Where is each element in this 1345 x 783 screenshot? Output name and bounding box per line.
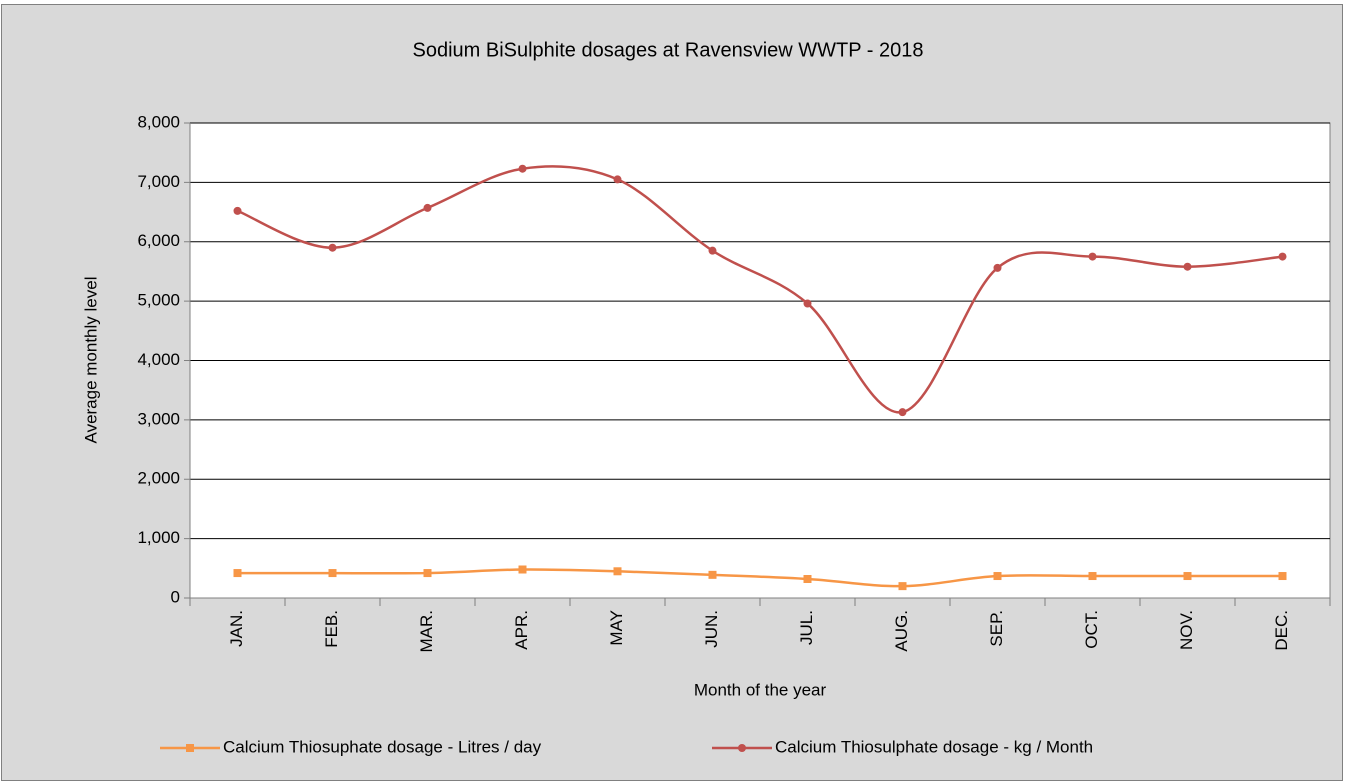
x-axis-title: Month of the year [694, 680, 827, 699]
x-tick-label: OCT. [1082, 610, 1101, 649]
legend-marker [186, 744, 194, 752]
point-marker [1183, 262, 1192, 271]
legend-marker [738, 744, 746, 752]
point-marker [803, 299, 812, 308]
point-marker [613, 567, 622, 576]
point-marker [233, 569, 242, 578]
point-marker [1088, 572, 1097, 581]
x-tick-label: SEP. [987, 610, 1006, 647]
x-tick-label: AUG. [892, 610, 911, 652]
point-marker [328, 569, 337, 578]
y-tick-label: 5,000 [137, 291, 180, 310]
point-marker [708, 570, 717, 579]
point-marker [328, 243, 337, 252]
point-marker [1278, 572, 1287, 581]
legend-label: Calcium Thiosulphate dosage - kg / Month [775, 737, 1093, 756]
y-tick-label: 0 [171, 587, 180, 606]
point-marker [1278, 252, 1287, 261]
point-marker [518, 164, 527, 173]
x-tick-label: MAY [607, 610, 626, 646]
series-line [237, 568, 1283, 588]
point-marker [423, 203, 432, 212]
point-marker [233, 206, 242, 215]
x-tick-label: JUN. [702, 610, 721, 648]
x-tick-label: MAR. [417, 610, 436, 653]
point-marker [613, 175, 622, 184]
point-marker [1088, 252, 1097, 261]
y-tick-label: 3,000 [137, 409, 180, 428]
point-marker [423, 569, 432, 578]
point-marker [708, 246, 717, 255]
x-tick-label: NOV. [1177, 610, 1196, 650]
y-tick-label: 2,000 [137, 469, 180, 488]
x-tick-label: DEC. [1272, 610, 1291, 651]
point-marker [993, 572, 1002, 581]
point-marker [898, 582, 907, 591]
x-tick-label: JUL. [797, 610, 816, 645]
point-marker [1183, 572, 1192, 581]
point-marker [898, 408, 907, 417]
y-tick-label: 7,000 [137, 172, 180, 191]
x-tick-label: APR. [512, 610, 531, 650]
point-marker [803, 575, 812, 583]
point-marker [518, 565, 527, 574]
y-tick-label: 1,000 [137, 528, 180, 547]
x-tick-label: FEB. [322, 610, 341, 648]
x-tick-label: JAN. [227, 610, 246, 647]
y-tick-label: 4,000 [137, 350, 180, 369]
y-axis-title: Average monthly level [81, 277, 100, 444]
point-marker [993, 263, 1002, 272]
chart-title: Sodium BiSulphite dosages at Ravensview … [413, 39, 924, 61]
y-tick-label: 6,000 [137, 231, 180, 250]
legend-label: Calcium Thiosuphate dosage - Litres / da… [223, 737, 542, 756]
y-tick-label: 8,000 [137, 112, 180, 131]
